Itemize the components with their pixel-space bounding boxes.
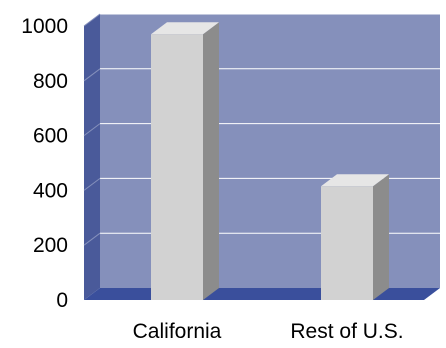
bar-rest-of-u-s [321, 174, 389, 300]
y-tick-label: 400 [33, 179, 68, 202]
side-gridline [83, 177, 101, 191]
side-gridline [83, 13, 101, 27]
plot-side-wall [84, 14, 100, 300]
y-tick-label: 800 [33, 70, 68, 93]
x-tick-label: Rest of U.S. [290, 320, 403, 343]
side-gridline [83, 68, 101, 82]
bar-front [151, 34, 203, 300]
bar-side [373, 174, 389, 300]
x-tick-label: California [133, 320, 222, 343]
side-gridline [83, 123, 101, 137]
y-axis-ticks: 0 200 400 600 800 1000 [21, 15, 68, 312]
bar-front [321, 186, 373, 300]
bar-side [203, 22, 219, 300]
bar-california [151, 22, 219, 300]
side-gridline [83, 232, 101, 246]
y-tick-label: 1000 [21, 15, 68, 38]
y-tick-label: 200 [33, 234, 68, 257]
bars [151, 22, 389, 300]
bar-top [321, 174, 389, 187]
bar-top [151, 22, 219, 35]
x-axis-labels: California Rest of U.S. [133, 320, 404, 343]
y-tick-label: 600 [33, 125, 68, 148]
y-tick-label: 0 [56, 289, 68, 312]
